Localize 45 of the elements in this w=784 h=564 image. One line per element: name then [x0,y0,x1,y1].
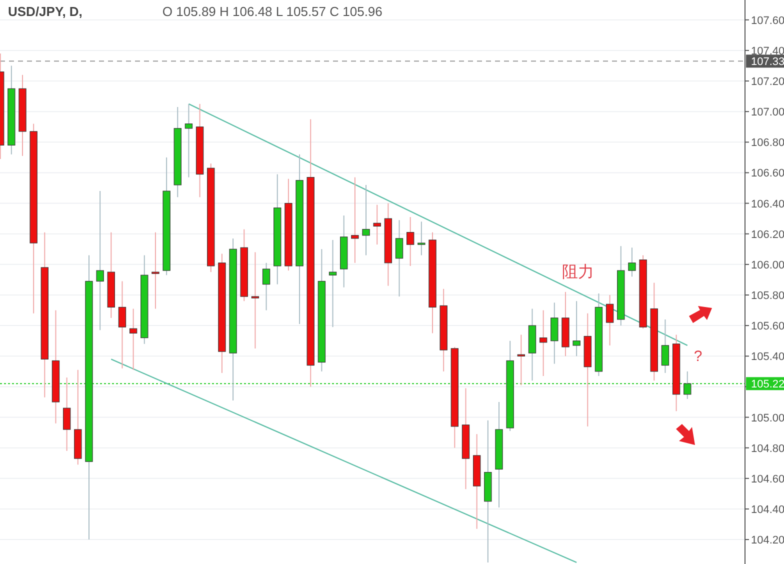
candlestick [628,247,636,278]
candlestick [129,308,138,370]
y-tick-label: 104.60 [751,473,784,486]
y-tick-label: 106.00 [751,259,784,272]
candlestick [539,310,548,376]
chart-title: USD/JPY, D, [8,4,82,19]
candlestick [572,300,580,357]
candlestick [395,220,404,298]
candlestick [328,239,337,328]
candlestick [606,294,614,346]
ref-line-label: 107.33 [751,56,784,68]
y-tick-label: 107.60 [751,14,784,27]
candlestick [118,280,126,369]
y-tick-label: 104.20 [751,534,784,547]
candlestick [251,252,260,349]
candlestick [661,318,670,374]
y-tick-label: 105.00 [751,412,784,424]
y-tick-label: 107.20 [751,76,784,88]
y-tick-label: 106.60 [751,168,784,180]
candlestick [406,216,414,266]
candlestick [62,377,71,452]
y-tick-label: 106.40 [751,198,784,210]
candlestick [184,103,193,178]
candlestick [152,232,160,310]
chart-subtitle: O 105.89 H 106.48 L 105.57 C 105.96 [162,4,382,19]
candlestick [550,302,558,364]
annotation: 阻力 [562,263,594,281]
y-tick-label: 105.40 [751,351,784,364]
ref-line-label: 105.22 [751,378,784,391]
y-tick-label: 106.20 [751,228,784,241]
candlestick [517,334,525,386]
y-tick-label: 107.00 [751,106,784,119]
candlestick [362,184,370,256]
candlestick [418,221,426,256]
y-tick-label: 104.40 [751,504,784,516]
candlestick [96,190,104,331]
y-tick-label: 105.60 [751,320,784,333]
y-tick-label: 105.80 [751,290,784,302]
text: ? [694,348,702,365]
y-tick-label: 106.80 [751,137,784,150]
candlestick [373,204,381,246]
y-tick-label: 107.40 [751,45,784,58]
candlestick [262,262,270,311]
y-tick-label: 104.80 [751,442,784,455]
candlestick [351,176,359,264]
